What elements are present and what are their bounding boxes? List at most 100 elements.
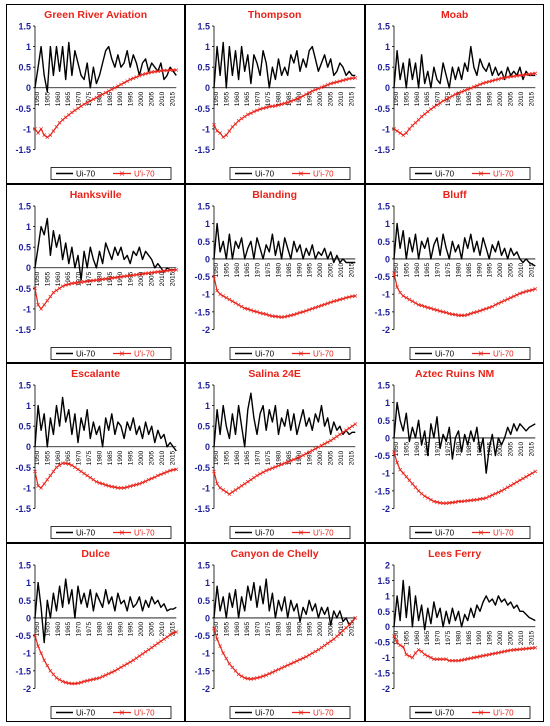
legend-marker-upi70 <box>478 530 483 535</box>
series-marker-upi70 <box>347 426 352 431</box>
series-marker-upi70 <box>230 298 235 303</box>
series-marker-upi70 <box>73 465 77 470</box>
x-tick-label: 1960 <box>413 630 420 645</box>
series-line-upi70 <box>393 451 536 504</box>
chart-panel: Hanksville 1.5 1 0.5 0 -0.5 -1 -1.5 1950 1955 1960… <box>6 183 186 363</box>
series-marker-upi70 <box>523 646 528 651</box>
legend-box <box>50 526 172 539</box>
chart-panel: Blanding 1.5 1 0.5 0 -0.5 -1 -1.5 -2 1950 1955 1960… <box>185 183 365 363</box>
series-marker-upi70 <box>165 470 169 474</box>
legend-label-ui70: Ui-70 <box>435 528 455 537</box>
series-marker-upi70 <box>60 461 65 466</box>
y-tick-label: 1.5 <box>377 575 390 585</box>
series-marker-upi70 <box>313 649 318 653</box>
legend-box <box>50 167 172 180</box>
x-tick-label: 1985 <box>465 91 472 106</box>
x-tick-label: 1955 <box>224 450 231 465</box>
series-marker-upi70 <box>174 267 179 272</box>
x-tick-label: 2005 <box>148 621 155 636</box>
x-tick-label: 1975 <box>86 271 93 286</box>
series-marker-upi70 <box>443 97 448 102</box>
series-marker-upi70 <box>422 112 427 116</box>
series-marker-upi70 <box>159 638 163 643</box>
y-tick-label: 0 <box>26 613 31 623</box>
chart-title: Lees Ferry <box>428 549 481 560</box>
series-marker-upi70 <box>292 312 297 317</box>
y-tick-label: 0.5 <box>198 236 211 246</box>
series-marker-upi70 <box>298 95 303 100</box>
legend-box <box>50 346 172 360</box>
series-marker-upi70 <box>131 483 136 488</box>
series-marker-upi70 <box>347 76 352 81</box>
legend-label-ui70: Ui-70 <box>255 528 275 537</box>
series-marker-upi70 <box>215 481 220 486</box>
x-tick-label: 1995 <box>128 621 135 636</box>
series-marker-upi70 <box>261 106 266 111</box>
series-marker-upi70 <box>36 131 40 135</box>
x-tick-label: 1955 <box>224 91 231 106</box>
series-marker-upi70 <box>453 500 457 504</box>
y-tick-label: 0.5 <box>377 606 390 616</box>
series-marker-upi70 <box>413 300 417 305</box>
y-tick-label: -2 <box>382 683 390 693</box>
series-marker-upi70 <box>332 80 336 85</box>
series-marker-upi70 <box>511 293 516 298</box>
legend-label-upi70: U'i-70 <box>493 349 514 358</box>
series-marker-upi70 <box>329 81 333 86</box>
x-tick-label: 1970 <box>434 91 441 106</box>
series-marker-upi70 <box>533 469 537 474</box>
series-marker-upi70 <box>106 671 111 676</box>
series-marker-upi70 <box>477 497 482 501</box>
x-tick-label: 1995 <box>307 621 314 636</box>
x-tick-label: 1950 <box>213 262 220 277</box>
x-tick-label: 2005 <box>507 262 514 277</box>
series-marker-upi70 <box>233 122 238 126</box>
legend-label-upi70: U'i-70 <box>313 169 334 178</box>
y-tick-label: -1 <box>382 124 390 134</box>
series-marker-upi70 <box>517 478 522 483</box>
y-tick-label: 1.5 <box>18 201 31 211</box>
series-marker-upi70 <box>353 615 358 620</box>
y-tick-label: -1 <box>202 648 210 658</box>
series-marker-upi70 <box>483 306 488 311</box>
legend-marker-upi70 <box>478 350 483 356</box>
series-marker-upi70 <box>100 481 105 486</box>
series-marker-upi70 <box>54 675 59 680</box>
series-marker-upi70 <box>410 123 414 128</box>
y-tick-label: 1 <box>205 578 210 588</box>
y-tick-label: -1 <box>382 653 390 663</box>
series-marker-upi70 <box>394 284 399 289</box>
series-marker-upi70 <box>218 486 223 490</box>
series-marker-upi70 <box>85 678 90 683</box>
x-tick-label: 2005 <box>507 91 514 106</box>
series-marker-upi70 <box>437 501 442 505</box>
series-marker-upi70 <box>131 272 136 277</box>
legend-label-upi70: U'i-70 <box>134 528 155 537</box>
chart-svg: Hanksville 1.5 1 0.5 0 -0.5 -1 -1.5 1950 1955 1960… <box>16 190 179 360</box>
series-marker-upi70 <box>428 497 433 502</box>
series-marker-upi70 <box>301 453 306 458</box>
series-marker-upi70 <box>307 307 312 312</box>
series-marker-upi70 <box>407 127 411 131</box>
y-tick-label: -1 <box>23 304 31 314</box>
x-tick-label: 1970 <box>255 262 262 277</box>
series-marker-upi70 <box>137 271 142 276</box>
series-marker-upi70 <box>165 268 169 272</box>
chart-title: Green River Aviation <box>44 10 147 21</box>
series-marker-upi70 <box>440 99 445 103</box>
x-tick-label: 1950 <box>393 630 400 645</box>
series-marker-upi70 <box>45 477 50 482</box>
x-tick-label: 2015 <box>169 450 176 465</box>
y-tick-label: -1.5 <box>16 504 31 514</box>
series-line-ui70 <box>34 577 177 643</box>
series-marker-upi70 <box>143 649 148 654</box>
series-marker-upi70 <box>443 310 448 314</box>
series-marker-upi70 <box>152 475 157 480</box>
series-marker-upi70 <box>212 469 217 474</box>
series-marker-upi70 <box>143 271 148 275</box>
series-marker-upi70 <box>76 280 80 284</box>
series-marker-upi70 <box>113 485 117 489</box>
series-marker-upi70 <box>459 313 464 317</box>
series-marker-upi70 <box>119 82 123 87</box>
series-marker-upi70 <box>493 78 497 82</box>
